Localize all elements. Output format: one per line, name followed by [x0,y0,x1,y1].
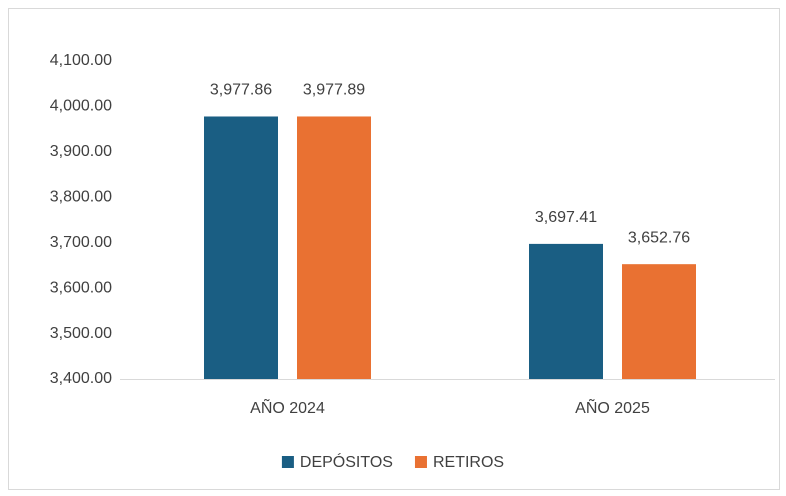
bar [529,243,603,379]
x-tick-label: AÑO 2025 [575,397,650,417]
bar [204,116,278,380]
y-tick-label: 3,600.00 [50,279,112,296]
legend-swatch [281,456,294,468]
data-label: 3,652.76 [628,229,690,246]
data-label: 3,977.89 [303,82,365,99]
legend-label: RETIROS [433,454,504,471]
y-tick-label: 3,400.00 [50,370,112,387]
y-tick-label: 3,900.00 [50,143,112,160]
x-tick-label: AÑO 2024 [250,397,325,417]
y-tick-label: 4,100.00 [50,52,112,69]
data-label: 3,697.41 [535,209,597,226]
chart-border [8,8,780,490]
legend-label: DEPÓSITOS [300,452,393,471]
y-tick-label: 3,700.00 [50,234,112,251]
y-tick-label: 4,000.00 [50,98,112,115]
data-label: 3,977.86 [210,82,272,99]
bar [622,264,696,379]
bar [297,116,371,379]
legend-swatch [414,456,427,468]
y-tick-label: 3,500.00 [50,325,112,342]
y-tick-label: 3,800.00 [50,189,112,206]
